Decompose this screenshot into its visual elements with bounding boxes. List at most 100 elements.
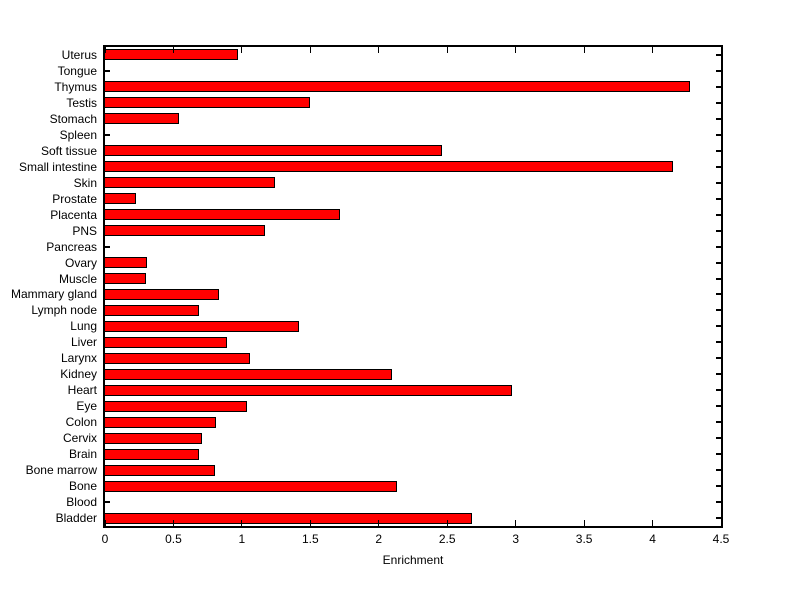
- bar-lymph-node: [105, 304, 200, 316]
- bar-brain: [105, 448, 200, 460]
- y-tick-label: Kidney: [60, 367, 97, 382]
- bar-lung: [105, 320, 300, 332]
- x-axis-tick-top: [652, 47, 654, 53]
- x-axis-tick-top: [104, 47, 106, 53]
- bar-small-intestine: [105, 161, 674, 173]
- y-tick-label: Larynx: [60, 351, 97, 366]
- bar-kidney: [105, 368, 393, 380]
- x-axis-tick-bottom: [720, 520, 722, 526]
- x-tick-label: 1.5: [301, 532, 319, 546]
- plot-area: [103, 45, 723, 528]
- x-axis-tick-top: [309, 47, 311, 53]
- y-tick-label: Lymph node: [31, 303, 97, 318]
- bar-bone: [105, 480, 397, 492]
- bar-heart: [105, 384, 512, 396]
- y-axis-tick-right: [716, 133, 721, 136]
- y-axis-tick-right: [716, 277, 721, 280]
- y-tick-label: Bone marrow: [25, 463, 97, 478]
- x-axis-tick-top: [172, 47, 174, 53]
- x-tick-label: 2.5: [438, 532, 456, 546]
- y-tick-label: Small intestine: [18, 159, 97, 174]
- y-tick-label: Placenta: [50, 207, 97, 222]
- x-axis-tick-bottom: [378, 520, 380, 526]
- y-axis-tick-right: [716, 117, 721, 120]
- x-axis-tick-bottom: [309, 520, 311, 526]
- y-axis-tick-right: [716, 373, 721, 376]
- bar-bladder: [105, 512, 472, 524]
- y-axis-tick-right: [716, 309, 721, 312]
- y-tick-label: Spleen: [59, 127, 97, 142]
- y-axis-tick-right: [716, 101, 721, 104]
- y-tick-label: Muscle: [58, 271, 97, 286]
- y-axis-tick-right: [716, 389, 721, 392]
- bar-pns: [105, 225, 266, 237]
- x-axis-tick-bottom: [446, 520, 448, 526]
- bar-thymus: [105, 81, 690, 93]
- y-axis-tick-right: [716, 437, 721, 440]
- y-axis-tick-left: [105, 501, 110, 504]
- y-axis-tick-right: [716, 469, 721, 472]
- x-axis-tick-top: [241, 47, 243, 53]
- y-axis-tick-right: [716, 341, 721, 344]
- bar-larynx: [105, 352, 251, 364]
- bar-bone-marrow: [105, 464, 215, 476]
- y-tick-label: Mammary gland: [10, 287, 97, 302]
- y-axis-tick-right: [716, 485, 721, 488]
- y-tick-label: Thymus: [54, 79, 97, 94]
- x-axis-tick-top: [515, 47, 517, 53]
- y-axis-tick-right: [716, 213, 721, 216]
- bar-mammary-gland: [105, 288, 219, 300]
- y-axis-tick-right: [716, 149, 721, 152]
- y-axis-tick-right: [716, 325, 721, 328]
- y-tick-label: Bone: [68, 479, 97, 494]
- x-tick-label: 2: [375, 532, 383, 546]
- y-tick-label: Ovary: [64, 255, 97, 270]
- x-axis-title: Enrichment: [382, 553, 444, 567]
- y-axis-tick-right: [716, 165, 721, 168]
- bar-eye: [105, 400, 248, 412]
- y-tick-label: Uterus: [61, 47, 97, 62]
- x-axis-tick-top: [720, 47, 722, 53]
- x-axis-tick-bottom: [172, 520, 174, 526]
- y-axis-tick-left: [105, 245, 110, 248]
- y-axis-tick-right: [716, 293, 721, 296]
- y-axis-tick-right: [716, 69, 721, 72]
- y-tick-label: Liver: [70, 335, 97, 350]
- y-tick-label: Tongue: [57, 63, 97, 78]
- y-tick-label: Colon: [65, 415, 97, 430]
- bar-placenta: [105, 209, 341, 221]
- y-axis-tick-right: [716, 357, 721, 360]
- y-axis-tick-right: [716, 453, 721, 456]
- y-tick-label: Cervix: [62, 431, 97, 446]
- bar-prostate: [105, 193, 137, 205]
- y-tick-label: Eye: [76, 399, 97, 414]
- x-axis-tick-top: [583, 47, 585, 53]
- y-tick-label: Heart: [67, 383, 97, 398]
- y-tick-label: Skin: [73, 175, 97, 190]
- bar-soft-tissue: [105, 145, 442, 157]
- y-axis-tick-left: [105, 133, 110, 136]
- x-tick-label: 4.5: [712, 532, 730, 546]
- bar-cervix: [105, 432, 203, 444]
- y-axis-tick-right: [716, 245, 721, 248]
- x-axis-tick-bottom: [583, 520, 585, 526]
- y-axis-tick-right: [716, 229, 721, 232]
- y-tick-label: Brain: [68, 447, 97, 462]
- y-axis-tick-right: [716, 405, 721, 408]
- x-tick-label: 3.5: [575, 532, 593, 546]
- y-tick-label: Lung: [70, 319, 97, 334]
- x-tick-label: 4: [649, 532, 656, 546]
- y-axis-tick-right: [716, 517, 721, 520]
- y-tick-label: Prostate: [52, 191, 97, 206]
- x-axis-tick-bottom: [515, 520, 517, 526]
- y-tick-label: Pancreas: [46, 239, 97, 254]
- x-axis-tick-bottom: [104, 520, 106, 526]
- bar-uterus: [105, 49, 238, 61]
- bar-skin: [105, 177, 275, 189]
- x-axis-tick-bottom: [652, 520, 654, 526]
- y-tick-label: Blood: [66, 495, 97, 510]
- x-tick-label: 0: [101, 532, 109, 546]
- bar-colon: [105, 416, 216, 428]
- bar-stomach: [105, 113, 179, 125]
